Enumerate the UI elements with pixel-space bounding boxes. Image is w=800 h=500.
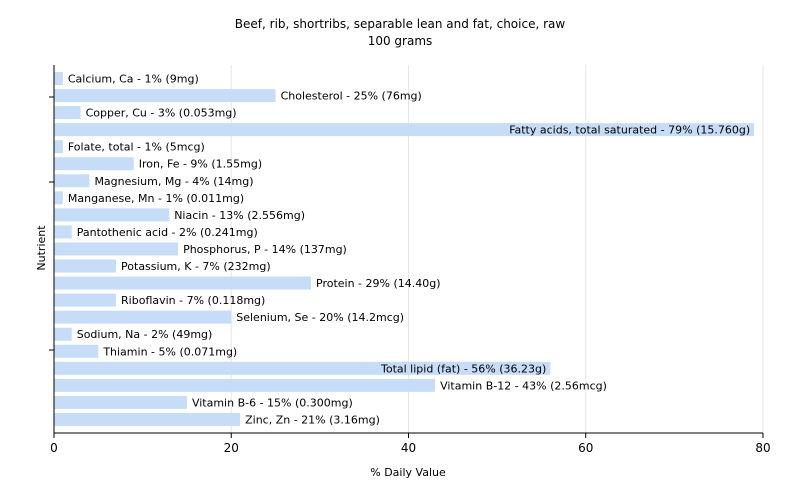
bar-label-13: Riboflavin - 7% (0.118mg) [121, 294, 265, 307]
bar-1 [54, 89, 276, 103]
bar-label-10: Phosphorus, P - 14% (137mg) [183, 243, 347, 256]
bar-label-4: Folate, total - 1% (5mcg) [68, 141, 205, 154]
bar-label-16: Thiamin - 5% (0.071mg) [102, 345, 237, 358]
bar-11 [54, 259, 117, 273]
x-tick-label-0: 0 [50, 441, 58, 455]
bar-label-15: Sodium, Na - 2% (49mg) [77, 328, 213, 341]
bar-7 [54, 191, 63, 205]
bar-label-14: Selenium, Se - 20% (14.2mcg) [236, 311, 404, 324]
bar-label-7: Manganese, Mn - 1% (0.011mg) [68, 192, 244, 205]
bar-15 [54, 327, 72, 341]
bar-16 [54, 344, 99, 358]
bar-labels: Calcium, Ca - 1% (9mg) Cholesterol - 25% … [68, 73, 750, 427]
chart-subtitle: 100 grams [368, 34, 433, 48]
bar-20 [54, 412, 241, 426]
bar-label-12: Protein - 29% (14.40g) [316, 277, 441, 290]
bar-13 [54, 293, 117, 307]
bar-19 [54, 395, 187, 409]
bar-4 [54, 140, 63, 154]
x-tick-label-1: 20 [224, 441, 239, 455]
x-tick-label-2: 40 [401, 441, 416, 455]
bar-label-6: Magnesium, Mg - 4% (14mg) [94, 175, 253, 188]
bar-12 [54, 276, 312, 290]
bar-label-20: Zinc, Zn - 21% (3.16mg) [245, 413, 380, 426]
bar-label-19: Vitamin B-6 - 15% (0.300mg) [192, 396, 353, 409]
chart-title: Beef, rib, shortribs, separable lean and… [235, 17, 566, 31]
bar-label-18: Vitamin B-12 - 43% (2.56mcg) [440, 379, 607, 392]
bar-8 [54, 208, 170, 222]
bar-label-0: Calcium, Ca - 1% (9mg) [68, 73, 199, 86]
bar-label-3: Fatty acids, total saturated - 79% (15.7… [509, 124, 750, 137]
bar-label-8: Niacin - 13% (2.556mg) [174, 209, 305, 222]
bar-label-5: Iron, Fe - 9% (1.55mg) [139, 158, 262, 171]
x-ticks: 0 20 40 60 80 [50, 433, 771, 455]
x-axis-label: % Daily Value [370, 466, 446, 479]
bar-5 [54, 157, 134, 171]
bar-10 [54, 242, 179, 256]
bar-17 [54, 361, 551, 375]
y-axis-label: Nutrient [35, 225, 48, 271]
bar-label-2: Copper, Cu - 3% (0.053mg) [86, 107, 237, 120]
bar-0 [54, 72, 63, 85]
bar-3 [54, 123, 755, 137]
bar-9 [54, 225, 72, 239]
bar-label-11: Potassium, K - 7% (232mg) [121, 260, 271, 273]
bar-label-17: Total lipid (fat) - 56% (36.23g) [380, 362, 546, 375]
bar-label-1: Cholesterol - 25% (76mg) [281, 90, 422, 103]
bar-label-9: Pantothenic acid - 2% (0.241mg) [77, 226, 258, 239]
bar-6 [54, 174, 90, 188]
bar-2 [54, 106, 81, 120]
bar-14 [54, 310, 232, 324]
x-tick-label-3: 60 [578, 441, 593, 455]
x-tick-label-4: 80 [755, 441, 770, 455]
bar-18 [54, 378, 436, 392]
bars [54, 72, 755, 426]
